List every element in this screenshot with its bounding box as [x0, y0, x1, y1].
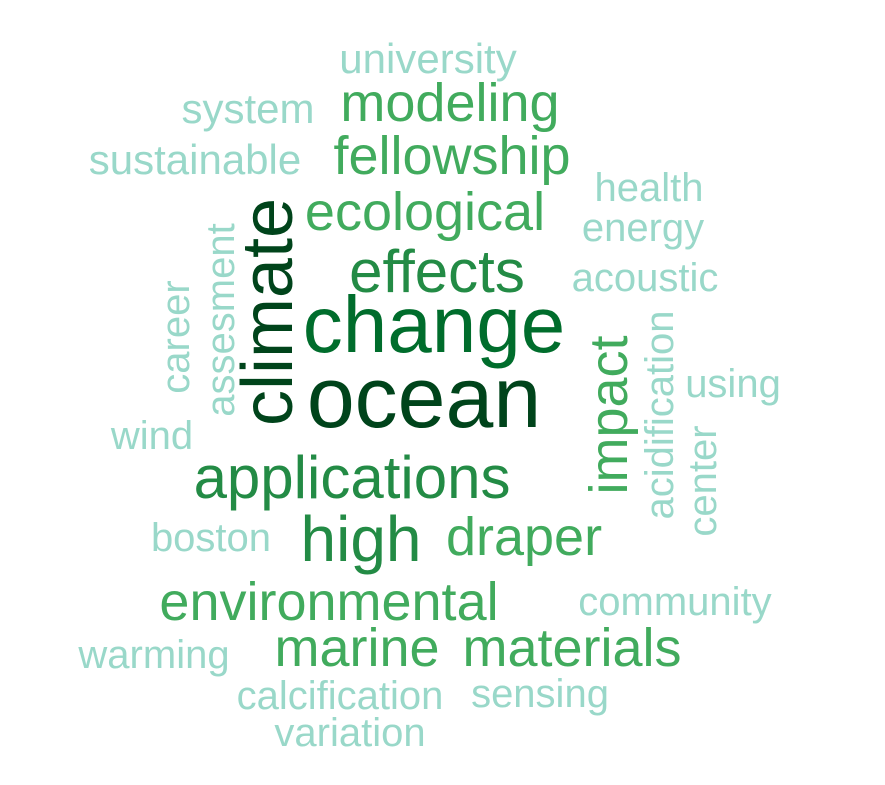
word-health: health	[595, 166, 704, 210]
word-ocean: ocean	[307, 350, 541, 446]
word-boston: boston	[151, 516, 271, 560]
word-climate: climate	[228, 198, 308, 426]
word-community: community	[578, 580, 771, 624]
word-system: system	[181, 85, 314, 132]
word-applications: applications	[194, 444, 511, 511]
word-environmental: environmental	[159, 572, 498, 632]
word-modeling: modeling	[340, 73, 559, 133]
word-acidification: acidification	[638, 310, 682, 519]
word-career: career	[154, 280, 198, 393]
word-acoustic: acoustic	[572, 256, 719, 300]
word-sustainable: sustainable	[89, 136, 301, 183]
word-marine: marine	[274, 618, 439, 678]
word-sensing: sensing	[471, 672, 609, 716]
word-variation: variation	[274, 711, 425, 755]
word-ecological: ecological	[305, 182, 545, 242]
word-high: high	[301, 503, 422, 575]
word-fellowship: fellowship	[333, 126, 570, 186]
word-change: change	[303, 280, 565, 369]
word-energy: energy	[582, 206, 704, 250]
word-warming: warming	[77, 633, 229, 677]
word-center: center	[681, 425, 725, 536]
word-calcification: calcification	[237, 674, 444, 718]
word-effects: effects	[349, 238, 525, 305]
word-impact: impact	[579, 335, 639, 494]
word-wind: wind	[110, 414, 193, 458]
word-using: using	[685, 362, 781, 406]
word-university: university	[339, 35, 516, 82]
word-assessment: assesment	[199, 223, 243, 416]
word-draper: draper	[446, 507, 602, 567]
word-materials: materials	[462, 618, 681, 678]
